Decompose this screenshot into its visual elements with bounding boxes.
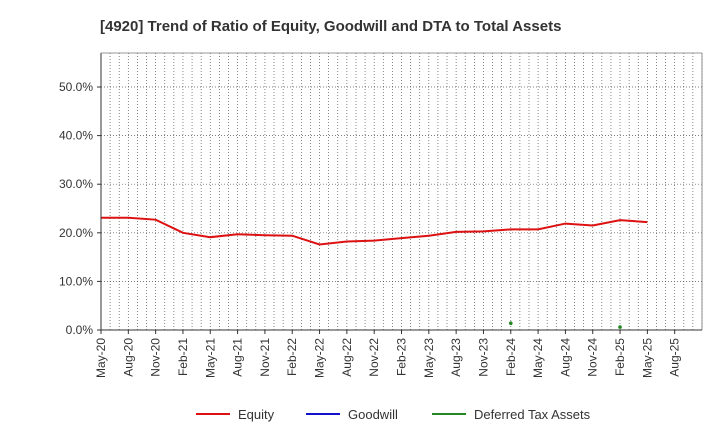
grid <box>100 53 703 331</box>
data-point-deferred-tax-assets <box>508 321 513 325</box>
x-tick-label: Aug-25 <box>668 338 682 377</box>
y-tick-label: 0.0% <box>66 323 94 337</box>
data-point-deferred-tax-assets <box>618 325 622 329</box>
x-tick-label: Feb-21 <box>176 338 190 376</box>
x-tick-label: Nov-23 <box>476 338 490 377</box>
legend-label-goodwill: Goodwill <box>348 407 398 422</box>
series-line-equity <box>101 216 648 246</box>
x-tick-label: Nov-20 <box>149 338 163 377</box>
x-tick-label: May-23 <box>422 338 436 378</box>
x-tick-label: May-21 <box>203 338 217 378</box>
x-tick-label: May-22 <box>313 338 327 378</box>
x-tick-label: May-20 <box>94 338 108 378</box>
x-tick-label: Feb-22 <box>285 338 299 376</box>
x-tick-label: May-24 <box>531 338 545 378</box>
legend-label-equity: Equity <box>238 407 275 422</box>
legend: Equity Goodwill Deferred Tax Assets <box>196 407 591 422</box>
x-tick-label: Feb-23 <box>395 338 409 376</box>
x-tick-label: Feb-24 <box>504 338 518 376</box>
y-tick-label: 40.0% <box>59 129 93 143</box>
chart-title: [4920] Trend of Ratio of Equity, Goodwil… <box>100 18 561 35</box>
x-tick-label: Aug-20 <box>121 338 135 377</box>
series-layer <box>101 216 648 329</box>
x-tick-label: Aug-23 <box>449 338 463 377</box>
x-tick-label: Nov-21 <box>258 338 272 377</box>
y-tick-label: 50.0% <box>59 80 93 94</box>
legend-label-deferred-tax-assets: Deferred Tax Assets <box>474 407 591 422</box>
y-tick-label: 20.0% <box>59 226 93 240</box>
x-tick-label: Aug-21 <box>231 338 245 377</box>
x-tick-label: Aug-24 <box>558 338 572 377</box>
x-tick-label: Nov-22 <box>367 338 381 377</box>
y-tick-label: 30.0% <box>59 177 93 191</box>
x-tick-label: Aug-22 <box>340 338 354 377</box>
x-tick-label: Nov-24 <box>586 338 600 377</box>
axes: 0.0% 10.0% 20.0% 30.0% 40.0% 50.0% May-20 Aug-2… <box>59 52 703 378</box>
x-tick-label: May-25 <box>640 338 654 378</box>
x-tick-label: Feb-25 <box>613 338 627 376</box>
y-tick-label: 10.0% <box>59 274 93 288</box>
